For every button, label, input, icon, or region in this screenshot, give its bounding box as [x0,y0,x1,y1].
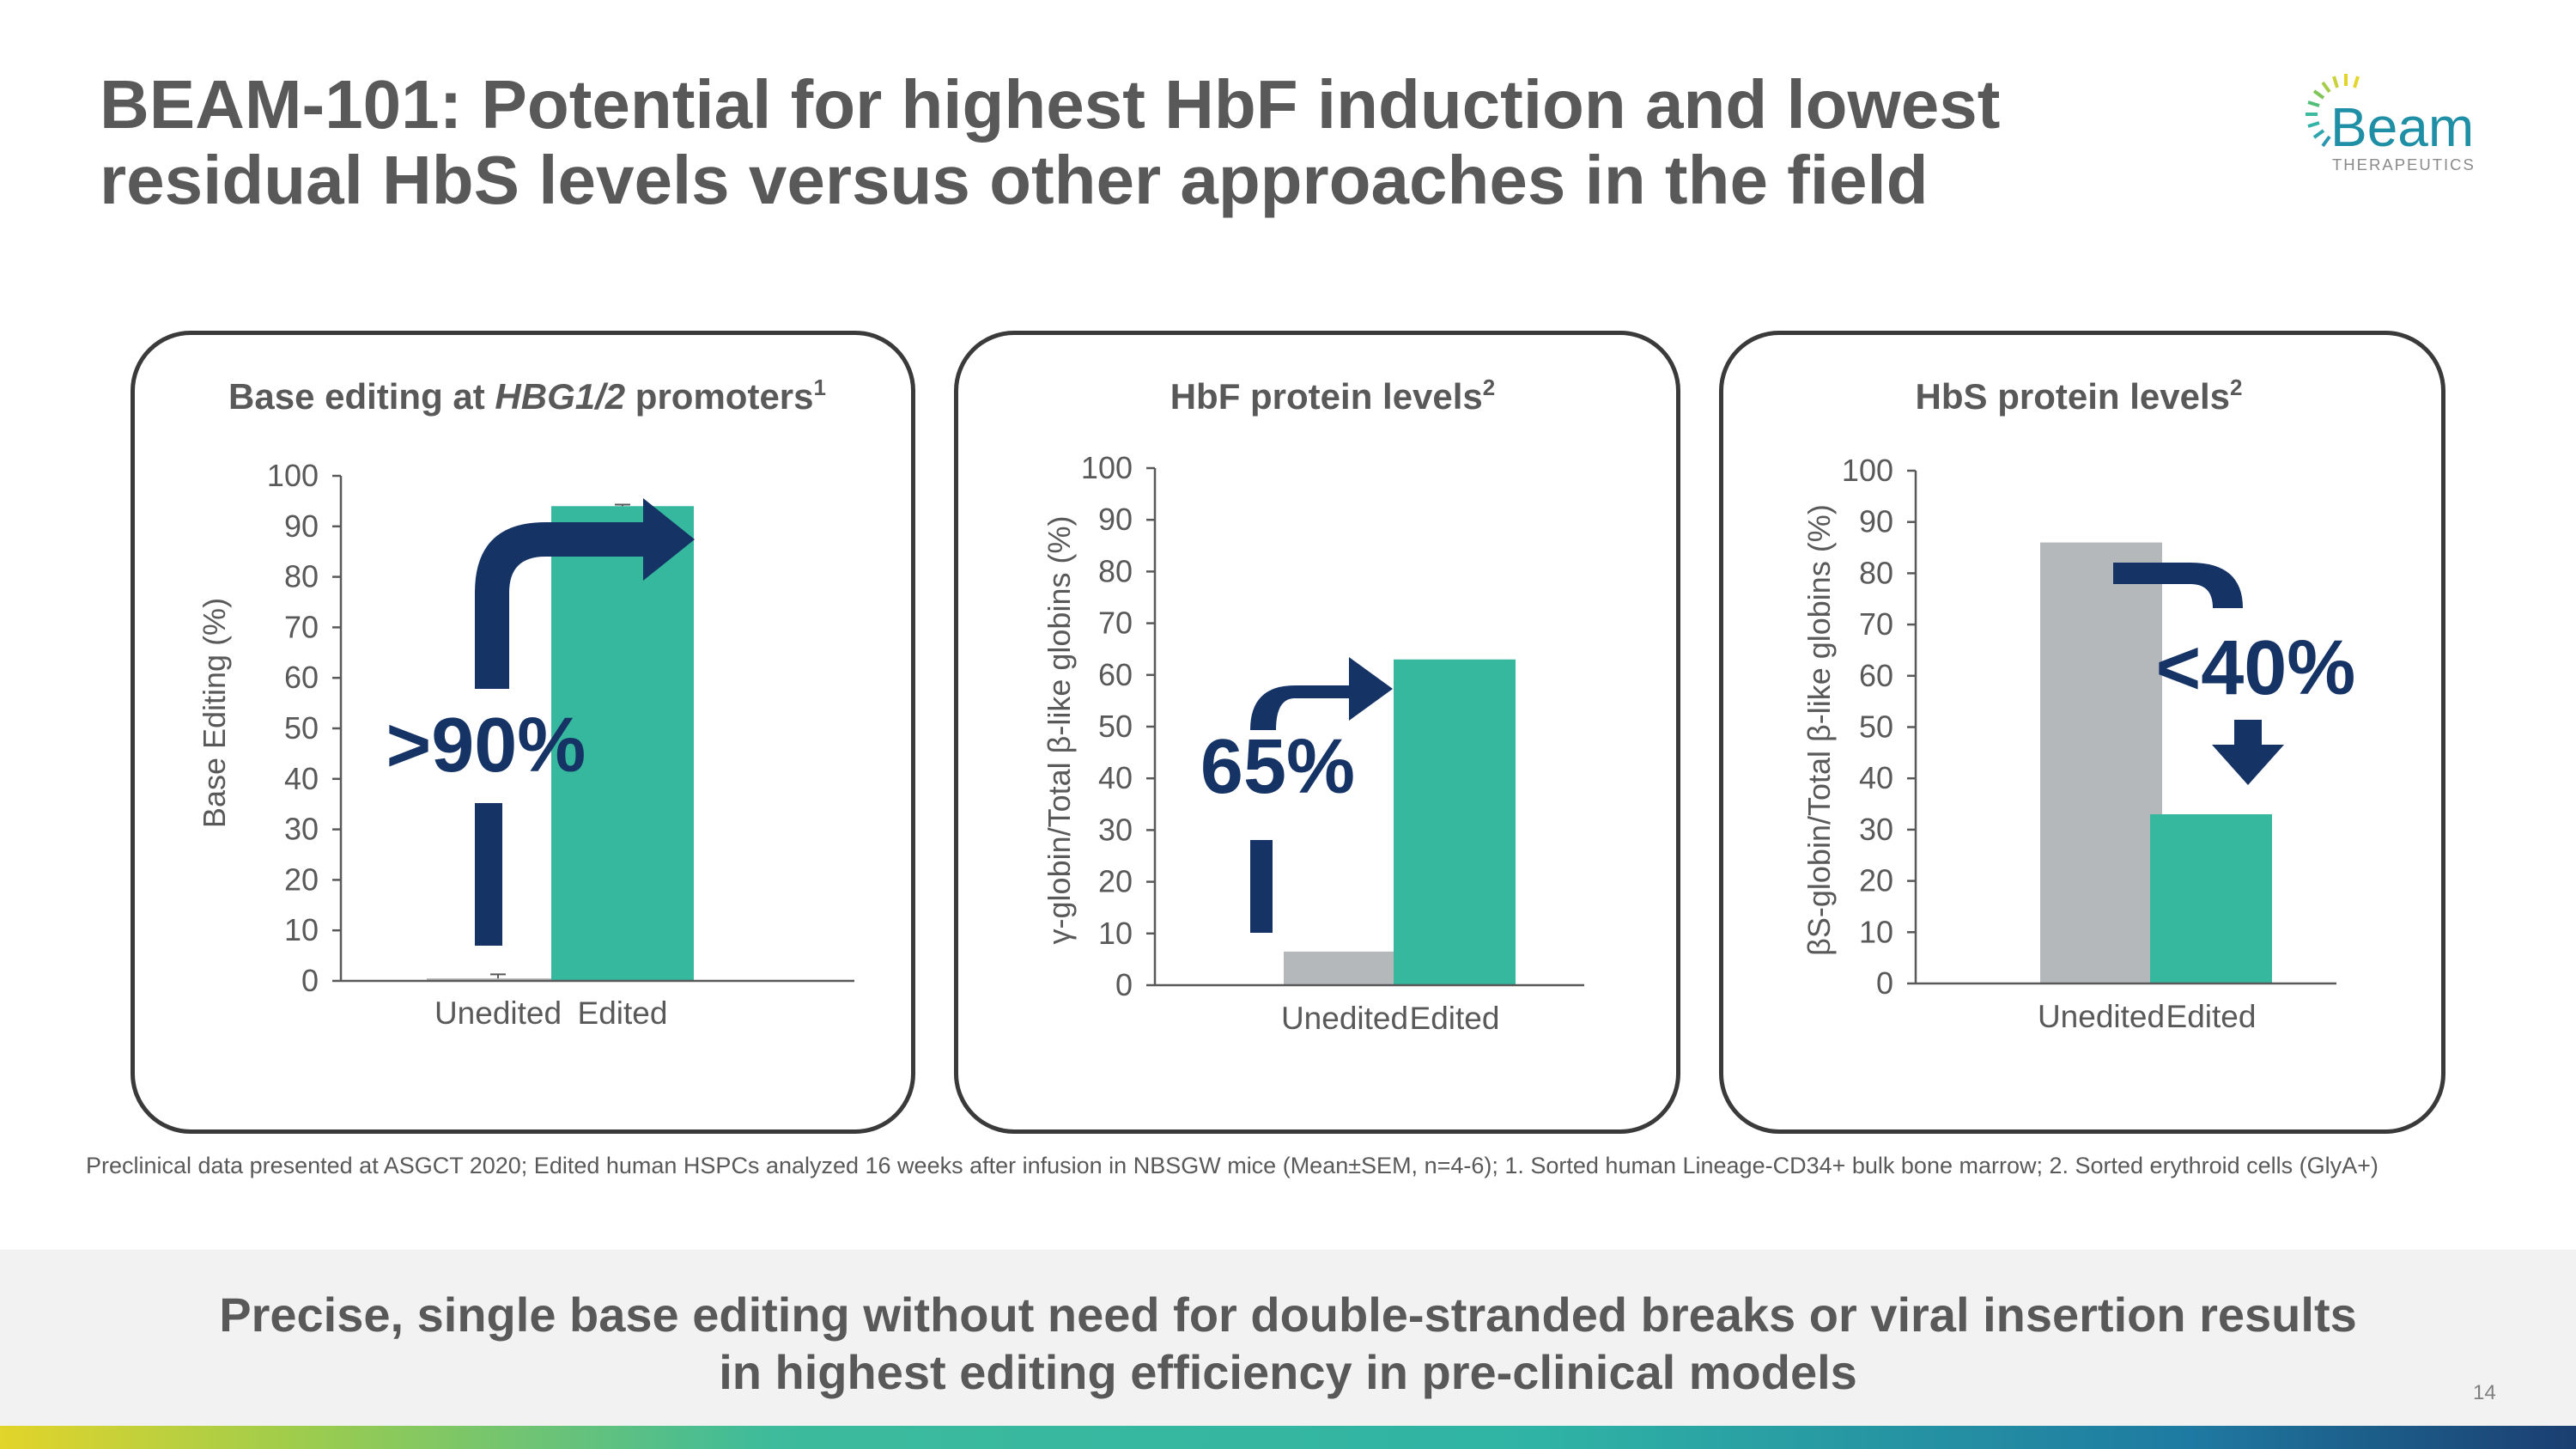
chart-3-tick-label: 50 [1859,709,1893,745]
chart-3-annotation: <40% [2156,625,2356,711]
logo-wordmark: Beam [2330,96,2474,158]
chart-3-tick-label: 0 [1876,965,1893,1001]
footnote: Preclinical data presented at ASGCT 2020… [86,1153,2379,1178]
chart-1-tick-label: 80 [284,559,319,594]
chart-2-category-label: Unedited [1281,1001,1408,1036]
chart-1-bar-edited [551,506,694,981]
brand-gradient-bar [0,1426,2576,1449]
chart-3-tick-label: 60 [1859,658,1893,693]
chart-1-tick-label: 60 [284,660,319,695]
chart-1-tick-label: 30 [284,812,319,847]
chart-3-title: HbS protein levels2 [1916,374,2243,417]
chart-1-tick-label: 50 [284,710,319,746]
chart-2-tick-label: 0 [1115,967,1133,1002]
chart-2-bar-edited [1394,659,1516,985]
slide-title: BEAM-101: Potential for highest HbF indu… [100,67,2246,218]
chart-3-tick-label: 10 [1859,914,1893,949]
chart-3-bar-unedited [2040,542,2162,983]
chart-1-tick-label: 10 [284,912,319,947]
chart-2-up-right-arrow [1250,657,1393,730]
banner-line-2: in highest editing efficiency in pre-cli… [719,1345,1857,1399]
chart-3-tick-label: 100 [1842,453,1893,488]
chart-2-ylabel: γ-globin/Total β-like globins (%) [1042,516,1077,945]
chart-2-tick-label: 50 [1098,709,1133,744]
logo-subtitle: THERAPEUTICS [2332,155,2476,174]
chart-3-ylabel: βS-globin/Total β-like globins (%) [1801,504,1837,956]
chart-3-down-curve-arrow [2113,563,2243,608]
chart-2: HbF protein levels2 γ-globin/Total β-lik… [1042,374,1584,1036]
chart-1-arrow-stem [475,803,502,946]
chart-1-error-bar-edited [615,503,630,507]
chart-2-arrow-stem [1250,840,1273,933]
chart-2-annotation: 65% [1200,724,1355,810]
chart-3-tick-label: 40 [1859,760,1893,795]
chart-1-tick-label: 40 [284,761,319,796]
chart-2-tick-label: 40 [1098,760,1133,795]
chart-1-category-label: Unedited [434,995,562,1031]
chart-2-category-label: Edited [1410,1001,1500,1036]
chart-1-up-right-arrow [475,498,695,689]
title-line-2: residual HbS levels versus other approac… [100,142,1929,218]
chart-2-title: HbF protein levels2 [1170,374,1496,417]
chart-1-tick-label: 100 [267,458,319,493]
beam-logo: Beam THERAPEUTICS [2306,74,2476,174]
chart-3-category-label: Unedited [2038,999,2165,1034]
chart-2-tick-label: 60 [1098,657,1133,692]
banner-text: Precise, single base editing without nee… [0,1286,2576,1401]
chart-1-tick-label: 0 [301,963,319,998]
chart-3-tick-label: 80 [1859,555,1893,590]
chart-1-ylabel: Base Editing (%) [197,598,232,828]
chart-1-annotation: >90% [386,703,586,788]
chart-panel-hbf: HbF protein levels2 γ-globin/Total β-lik… [954,331,1680,1134]
chart-1-error-bar-unedited [490,973,506,979]
chart-2-tick-label: 80 [1098,553,1133,588]
chart-1-title: Base editing at HBG1/2 promoters1 [228,374,826,417]
page-number: 14 [2473,1381,2496,1404]
chart-3-tick-label: 70 [1859,606,1893,642]
chart-1-tick-label: 20 [284,861,319,897]
chart-3-down-arrow [2212,720,2284,785]
chart-1-bar-unedited [427,978,569,981]
sunburst-icon [2306,74,2360,148]
chart-3: HbS protein levels2 βS-globin/Total β-li… [1801,374,2356,1034]
chart-panel-hbs: HbS protein levels2 βS-globin/Total β-li… [1719,331,2445,1134]
chart-3-tick-label: 30 [1859,812,1893,847]
chart-2-tick-label: 100 [1081,450,1133,485]
chart-3-tick-label: 90 [1859,504,1893,539]
chart-2-tick-label: 70 [1098,606,1133,641]
chart-3-bar-edited [2150,813,2272,983]
takeaway-banner: Precise, single base editing without nee… [0,1250,2576,1426]
chart-1-tick-label: 90 [284,508,319,544]
chart-2-bar-unedited [1284,951,1406,985]
chart-panel-base-editing: Base editing at HBG1/2 promoters1 Base E… [131,331,915,1134]
chart-2-tick-label: 30 [1098,812,1133,847]
chart-2-tick-label: 90 [1098,502,1133,537]
title-line-1: BEAM-101: Potential for highest HbF indu… [100,66,2001,143]
chart-3-category-label: Edited [2166,999,2257,1034]
chart-2-tick-label: 10 [1098,916,1133,951]
chart-2-tick-label: 20 [1098,864,1133,899]
chart-1-category-label: Edited [578,995,668,1031]
chart-1-tick-label: 70 [284,609,319,644]
banner-line-1: Precise, single base editing without nee… [219,1288,2357,1342]
chart-3-tick-label: 20 [1859,863,1893,898]
chart-1: Base editing at HBG1/2 promoters1 Base E… [197,374,854,1031]
